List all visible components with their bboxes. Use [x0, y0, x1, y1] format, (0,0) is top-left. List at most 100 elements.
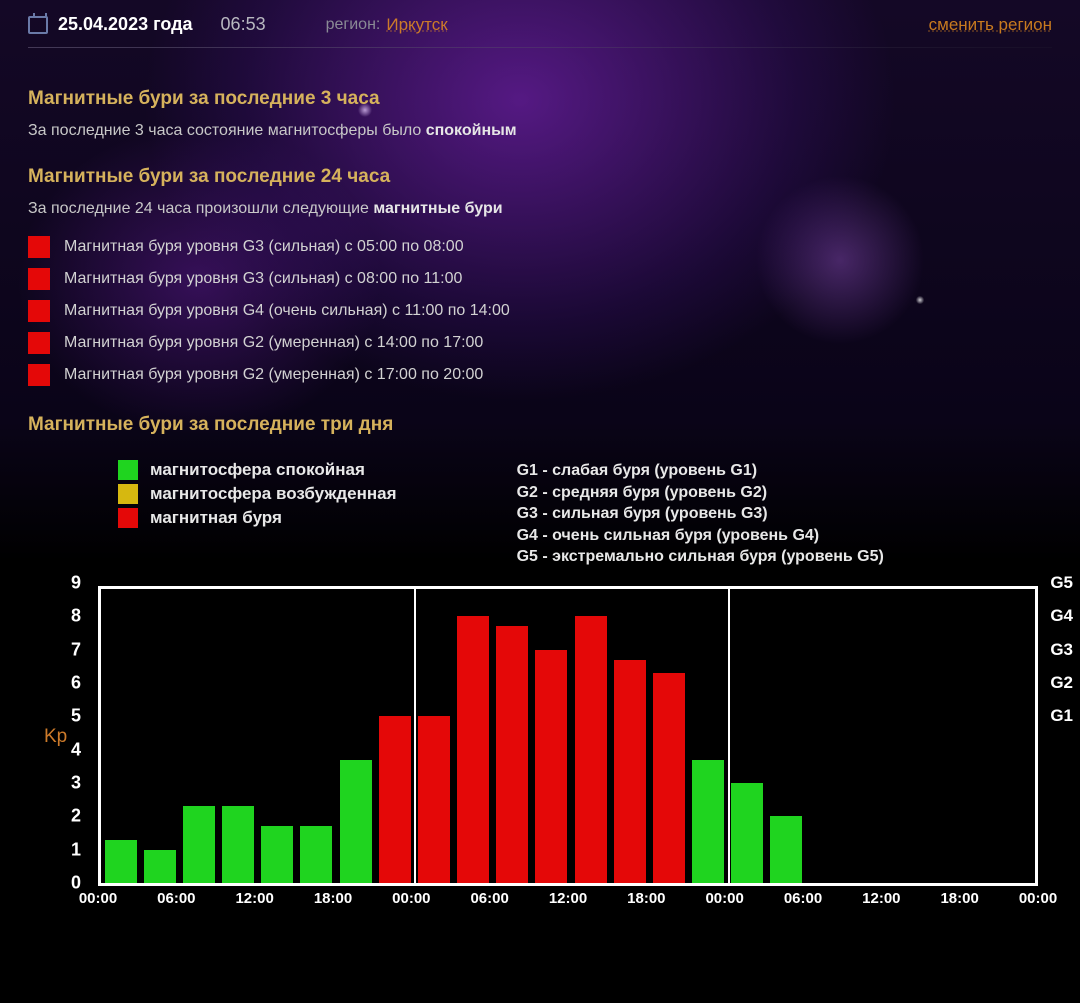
legend-g-line: G3 - сильная буря (уровень G3) [517, 503, 884, 525]
y-tick-left: 9 [71, 572, 81, 593]
chart-x-axis: 00:0006:0012:0018:0000:0006:0012:0018:00… [98, 890, 1038, 916]
kp-bar-chart: 0123456789G1G2G3G4G5 [98, 586, 1038, 886]
main-content: Магнитные бури за последние 3 часа За по… [0, 48, 1080, 936]
chart-container: Kp 0123456789G1G2G3G4G5 00:00 06:00 12:00 1… [28, 586, 1052, 916]
x-tick-label: 00:00 [79, 890, 117, 907]
storm-event-text: Магнитная буря уровня G3 (сильная) с 05:… [64, 238, 464, 256]
storm-event-row: Магнитная буря уровня G3 (сильная) с 08:… [28, 268, 1052, 290]
legend-label: магнитосфера спокойная [150, 460, 365, 480]
legend-g-line: G5 - экстремально сильная буря (уровень … [517, 546, 884, 568]
kp-bar [340, 760, 372, 883]
kp-bar [105, 840, 137, 883]
region-label: регион: [326, 16, 381, 34]
kp-bar [183, 806, 215, 883]
heading-24h: Магнитные бури за последние 24 часа [28, 166, 1052, 188]
x-tick-label: 06:00 [157, 890, 195, 907]
legend-swatch [118, 460, 138, 480]
storm-event-row: Магнитная буря уровня G2 (умеренная) с 1… [28, 364, 1052, 386]
kp-axis-label: Kp [44, 726, 67, 748]
kp-bar [575, 616, 607, 883]
x-tick-label: 18:00 [627, 890, 665, 907]
kp-bar [418, 716, 450, 883]
legend-g-line: G1 - слабая буря (уровень G1) [517, 460, 884, 482]
y-tick-right: G1 [1050, 706, 1073, 726]
y-tick-right: G4 [1050, 606, 1073, 626]
kp-bar [144, 850, 176, 883]
day-divider [728, 589, 730, 883]
legend-g-levels: G1 - слабая буря (уровень G1)G2 - средня… [517, 460, 884, 568]
status-24h-bold: магнитные бури [373, 200, 502, 217]
y-tick-right: G5 [1050, 573, 1073, 593]
x-tick-label: 12:00 [549, 890, 587, 907]
status-24h: За последние 24 часа произошли следующие… [28, 200, 1052, 218]
y-tick-right: G3 [1050, 640, 1073, 660]
kp-bar [614, 660, 646, 883]
legend-item: магнитная буря [118, 508, 397, 528]
kp-bar [653, 673, 685, 883]
top-bar: 25.04.2023 года 06:53 регион: Иркутск см… [0, 0, 1080, 35]
status-3h-text: За последние 3 часа состояние магнитосфе… [28, 122, 426, 139]
legend-swatch [118, 508, 138, 528]
time-text: 06:53 [221, 14, 266, 35]
y-tick-left: 5 [71, 706, 81, 727]
kp-bar [300, 826, 332, 883]
y-tick-left: 6 [71, 672, 81, 693]
kp-bar [731, 783, 763, 883]
x-tick-label: 12:00 [235, 890, 273, 907]
y-tick-left: 8 [71, 606, 81, 627]
chart-bars [101, 589, 1035, 883]
legend-g-line: G2 - средняя буря (уровень G2) [517, 482, 884, 504]
storm-event-text: Магнитная буря уровня G2 (умеренная) с 1… [64, 334, 483, 352]
storm-severity-square [28, 268, 50, 290]
legend-label: магнитосфера возбужденная [150, 484, 397, 504]
x-tick-label: 12:00 [862, 890, 900, 907]
storm-event-row: Магнитная буря уровня G4 (очень сильная)… [28, 300, 1052, 322]
status-24h-text: За последние 24 часа произошли следующие [28, 200, 373, 217]
y-tick-left: 3 [71, 772, 81, 793]
legend-item: магнитосфера спокойная [118, 460, 397, 480]
y-tick-right: G2 [1050, 673, 1073, 693]
kp-bar [496, 626, 528, 883]
x-tick-label: 00:00 [392, 890, 430, 907]
region-value-link[interactable]: Иркутск [386, 15, 447, 35]
y-tick-left: 2 [71, 806, 81, 827]
kp-bar [261, 826, 293, 883]
heading-3h: Магнитные бури за последние 3 часа [28, 88, 1052, 110]
date-text: 25.04.2023 года [58, 14, 193, 35]
storm-event-text: Магнитная буря уровня G3 (сильная) с 08:… [64, 270, 462, 288]
kp-bar [535, 650, 567, 883]
storm-severity-square [28, 300, 50, 322]
storm-severity-square [28, 364, 50, 386]
x-tick-label: 06:00 [784, 890, 822, 907]
calendar-icon [28, 16, 48, 34]
x-tick-label: 06:00 [470, 890, 508, 907]
storm-event-row: Магнитная буря уровня G3 (сильная) с 05:… [28, 236, 1052, 258]
storm-event-row: Магнитная буря уровня G2 (умеренная) с 1… [28, 332, 1052, 354]
legend-item: магнитосфера возбужденная [118, 484, 397, 504]
legend-g-line: G4 - очень сильная буря (уровень G4) [517, 525, 884, 547]
y-tick-left: 7 [71, 639, 81, 660]
change-region-link[interactable]: сменить регион [929, 15, 1052, 35]
x-tick-label: 00:00 [1019, 890, 1057, 907]
kp-bar [457, 616, 489, 883]
storm-severity-square [28, 332, 50, 354]
legend-colors: магнитосфера спокойная магнитосфера возбу… [118, 460, 397, 568]
storm-severity-square [28, 236, 50, 258]
day-divider [414, 589, 416, 883]
heading-3d: Магнитные бури за последние три дня [28, 414, 1052, 436]
kp-bar [222, 806, 254, 883]
status-3h: За последние 3 часа состояние магнитосфе… [28, 122, 1052, 140]
storm-events-list: Магнитная буря уровня G3 (сильная) с 05:… [28, 236, 1052, 386]
x-tick-label: 18:00 [940, 890, 978, 907]
kp-bar [379, 716, 411, 883]
x-tick-label: 18:00 [314, 890, 352, 907]
kp-bar [770, 816, 802, 883]
y-tick-left: 4 [71, 739, 81, 760]
storm-event-text: Магнитная буря уровня G2 (умеренная) с 1… [64, 366, 483, 384]
kp-bar [692, 760, 724, 883]
legend-swatch [118, 484, 138, 504]
status-3h-bold: спокойным [426, 122, 517, 139]
storm-event-text: Магнитная буря уровня G4 (очень сильная)… [64, 302, 510, 320]
y-tick-left: 1 [71, 839, 81, 860]
legend-label: магнитная буря [150, 508, 282, 528]
